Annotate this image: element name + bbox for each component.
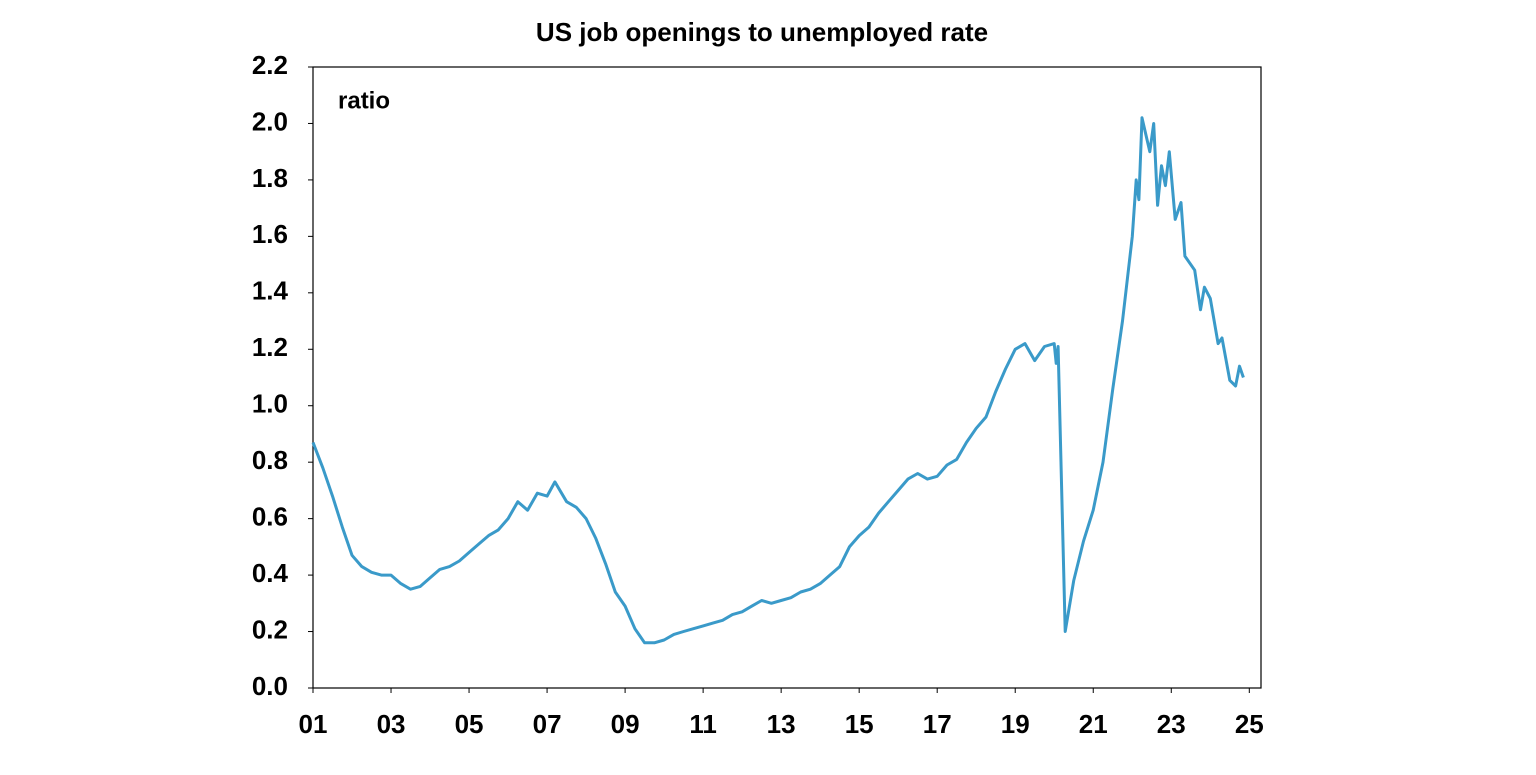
- x-tick-label: 09: [611, 709, 640, 739]
- y-tick-label: 1.0: [252, 389, 288, 419]
- x-tick-label: 07: [533, 709, 562, 739]
- x-tick-label: 25: [1235, 709, 1264, 739]
- y-tick-label: 0.0: [252, 671, 288, 701]
- x-tick-label: 03: [377, 709, 406, 739]
- y-tick-label: 0.6: [252, 502, 288, 532]
- x-tick-label: 11: [689, 709, 717, 739]
- y-tick-label: 1.6: [252, 219, 288, 249]
- y-tick-label: 2.0: [252, 106, 288, 136]
- y-tick-label: 0.8: [252, 445, 288, 475]
- x-tick-label: 19: [1001, 709, 1030, 739]
- x-tick-label: 15: [845, 709, 874, 739]
- y-tick-label: 1.8: [252, 163, 288, 193]
- data-line: [311, 116, 1245, 645]
- chart-title: US job openings to unemployed rate: [536, 17, 988, 47]
- y-tick-label: 1.4: [252, 276, 289, 306]
- y-tick-label: 1.2: [252, 332, 288, 362]
- y-tick-label: 0.2: [252, 614, 288, 644]
- x-tick-label: 23: [1157, 709, 1186, 739]
- plot-frame: [312, 66, 1262, 689]
- x-tick-label: 05: [455, 709, 484, 739]
- x-tick-label: 21: [1079, 709, 1108, 739]
- x-tick-label: 01: [299, 709, 328, 739]
- annotation: ratio: [338, 87, 390, 114]
- x-tick-label: 13: [767, 709, 796, 739]
- x-tick-label: 17: [923, 709, 952, 739]
- y-tick-label: 2.2: [252, 50, 288, 80]
- y-tick-label: 0.4: [252, 558, 289, 588]
